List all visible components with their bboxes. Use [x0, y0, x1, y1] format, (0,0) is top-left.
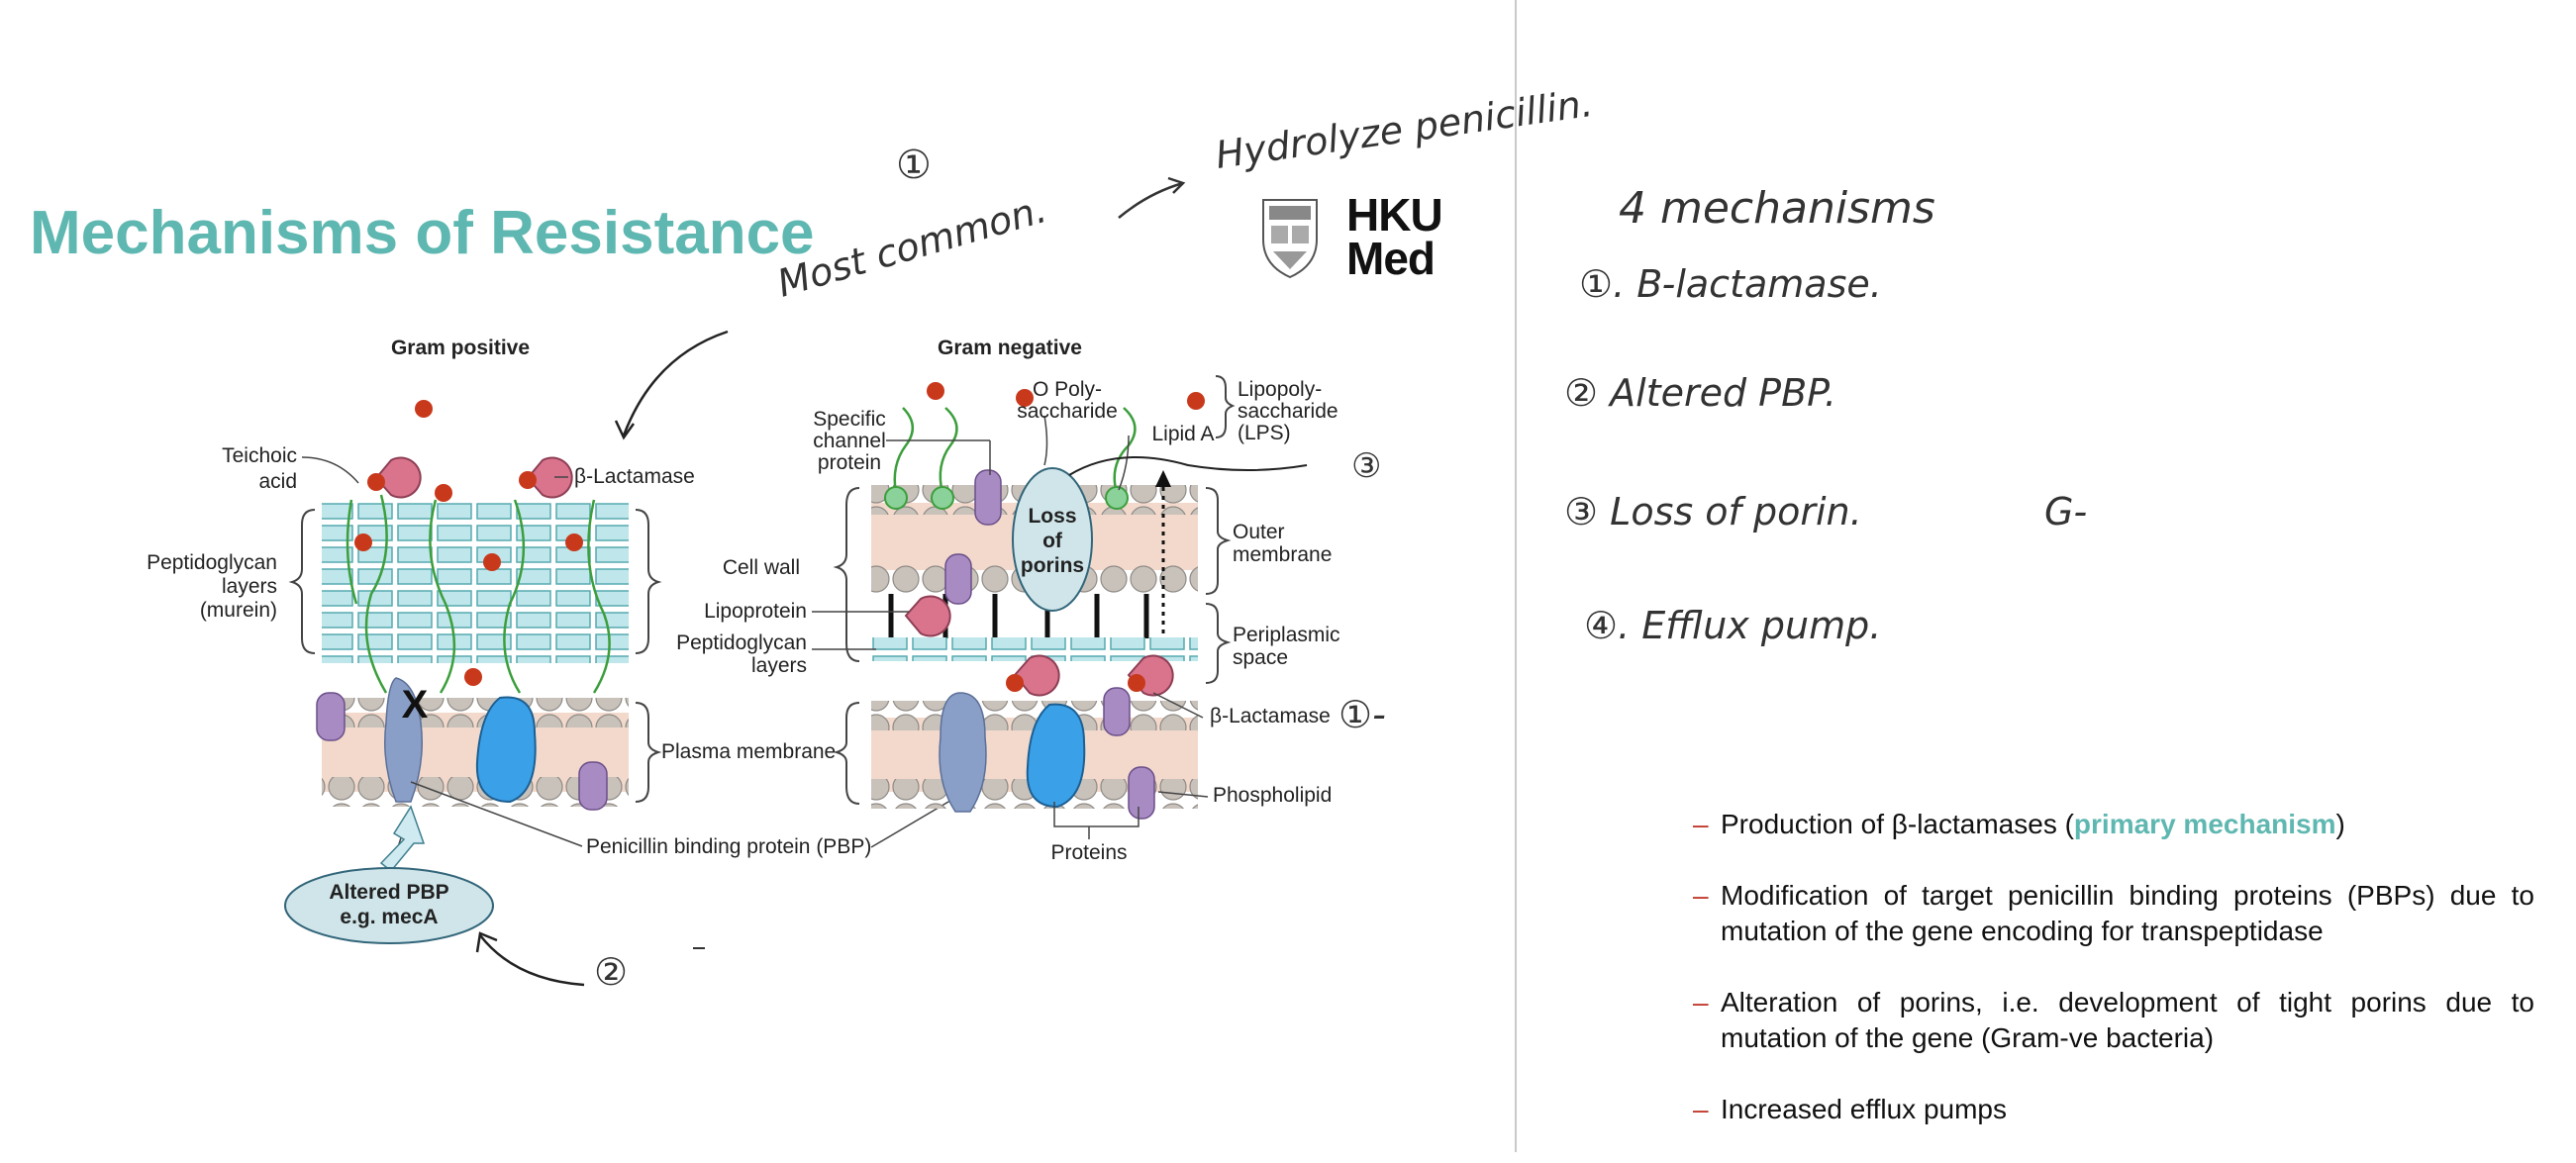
gp-membrane-brace [635, 702, 662, 803]
teichoic-label-2: acid [258, 470, 297, 493]
opoly-label-1: O Poly- [1033, 378, 1102, 401]
gram-negative-heading: Gram negative [938, 337, 1082, 359]
gp-x-mark: X [402, 683, 429, 727]
hku-crest-icon [1259, 194, 1321, 279]
channel-label-1: Specific [813, 408, 886, 431]
note-item-4: ④. Efflux pump. [1584, 604, 1881, 647]
phospholipid-label: Phospholipid [1213, 784, 1332, 807]
gp-purple-protein-right [578, 761, 608, 811]
gn-lps-heads [884, 486, 1129, 510]
gp-peptidoglycan-block [322, 500, 629, 663]
gp-penicillin-molecules [354, 400, 583, 686]
note-item-2: ② Altered PBP. [1564, 371, 1836, 415]
note-item-3: ③ Loss of porin. [1564, 490, 1862, 533]
gn-pbp-protein [939, 692, 987, 813]
logo-line1: HKU [1346, 189, 1443, 241]
gp-peptidoglycan-label-1: Peptidoglycan [147, 551, 277, 574]
lipid-a-label: Lipid A [1151, 423, 1214, 445]
gp-peptidoglycan-brace [288, 509, 316, 654]
outer-membrane-label-1: Outer [1233, 521, 1285, 543]
altered-pbp-label-2: e.g. mecA [340, 906, 438, 928]
gp-purple-protein-left [316, 692, 346, 741]
outer-membrane-label-2: membrane [1233, 543, 1332, 566]
teichoic-label-1: Teichoic [222, 444, 297, 467]
gp-teichoic-strands [346, 494, 611, 694]
proteins-label: Proteins [1050, 841, 1127, 864]
periplasmic-label-2: space [1233, 646, 1288, 669]
altered-pbp-arrow [379, 805, 426, 873]
gram-negative-panel: Gram negative [676, 337, 1339, 864]
pbp-label: Penicillin binding protein (PBP) [586, 835, 871, 858]
gn-purple-protein-top [1103, 687, 1131, 736]
gn-channel-protein [974, 469, 1002, 526]
lps-label-2: saccharide [1238, 400, 1338, 423]
note-gram-neg: G- [2044, 490, 2087, 533]
mechanism-bullets: – Production of β-lactamases (primary mec… [1693, 807, 2534, 1163]
altered-pbp-ellipse [284, 867, 494, 944]
gp-beta-lactamase-label: β-Lactamase [574, 465, 695, 488]
bullet-item: – Alteration of porins, i.e. development … [1693, 987, 2534, 1053]
gn-penicillin-molecules [927, 382, 1205, 692]
gp-membrane-outer-heads [322, 698, 629, 727]
gn-peptidoglycan-label-1: Peptidoglycan [676, 631, 807, 654]
bullet-item: – Production of β-lactamases (primary mec… [1693, 809, 2345, 839]
loss-of-porins-ellipse [1012, 467, 1093, 612]
porins-label-1: Loss [1028, 505, 1076, 528]
gp-cellwall-brace [635, 509, 662, 654]
resistance-diagram: Gram positive X [147, 337, 1340, 944]
channel-label-2: channel [813, 430, 886, 452]
bullet-item: – Increased efflux pumps [1693, 1094, 2007, 1124]
gn-beta-lactamase-label: β-Lactamase [1210, 705, 1331, 727]
altered-pbp-label-1: Altered PBP [329, 881, 448, 904]
gn-membrane-protein [1026, 703, 1086, 809]
porins-label-2: of [1042, 530, 1063, 552]
gp-beta-lactamase-enzymes [374, 456, 573, 499]
note-heading: 4 mechanisms [1619, 183, 1935, 234]
hku-med-logo: HKU Med [1346, 189, 1443, 284]
gp-membrane-protein [475, 696, 537, 804]
lps-label-3: (LPS) [1238, 422, 1291, 444]
porins-label-3: porins [1021, 554, 1084, 577]
gn-peptidoglycan-label-2: layers [751, 654, 807, 677]
lipoprotein-label: Lipoprotein [704, 600, 807, 623]
bullet-item: – Modification of target penicillin bindi… [1693, 880, 2534, 946]
gn-outer-protein [944, 553, 972, 605]
page-divider [1515, 0, 1517, 1152]
note-item-1: ①. B-lactamase. [1579, 262, 1882, 306]
cell-wall-label: Cell wall [723, 556, 800, 579]
gp-membrane-inner-heads [322, 777, 629, 807]
gp-pbp-protein [384, 677, 423, 803]
gn-purple-protein-bottom [1128, 766, 1155, 820]
logo-line2: Med [1346, 233, 1436, 284]
gp-plasma-membrane-label: Plasma membrane [661, 740, 836, 763]
channel-label-3: protein [818, 451, 881, 474]
slide: Mechanisms of Resistance HKU Med Gram po… [30, 189, 1443, 944]
gram-positive-heading: Gram positive [391, 337, 530, 359]
gram-positive-panel: Gram positive X [147, 337, 836, 944]
gp-peptidoglycan-label-2: layers [222, 575, 277, 598]
slide-title: Mechanisms of Resistance [30, 199, 815, 267]
gp-peptidoglycan-label-3: (murein) [200, 599, 277, 622]
periplasmic-label-1: Periplasmic [1233, 624, 1340, 646]
lps-label-1: Lipopoly- [1238, 378, 1322, 401]
opoly-label-2: saccharide [1017, 400, 1118, 423]
